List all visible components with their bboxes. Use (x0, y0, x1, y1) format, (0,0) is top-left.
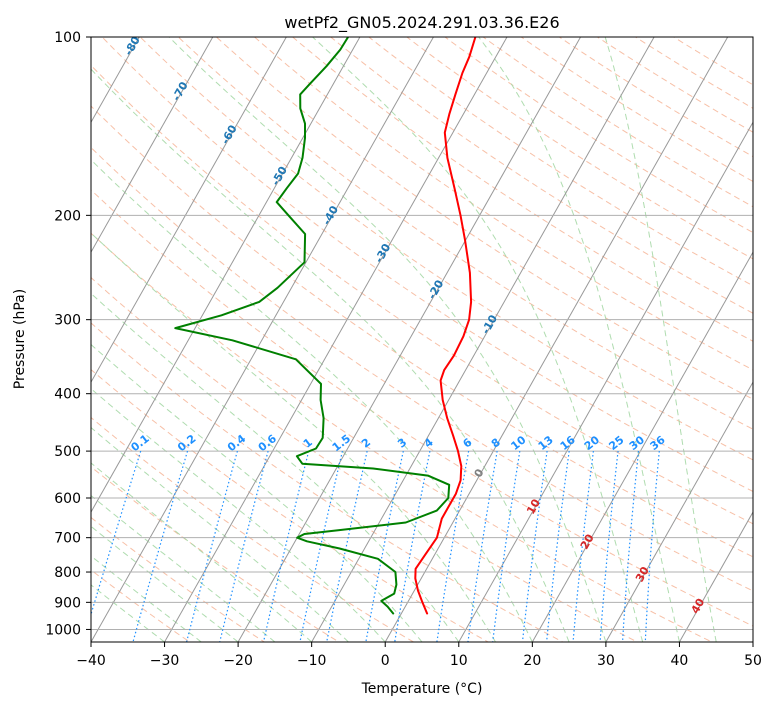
y-tick-label: 300 (54, 313, 81, 329)
y-tick-label: 200 (54, 208, 81, 224)
dry-adiabat (482, 37, 753, 208)
mixing-ratio-lines (91, 450, 660, 642)
plot-area: -100-90-80-70-60-50-40-30-20-10010203040… (91, 37, 753, 642)
dry-adiabat (558, 37, 753, 158)
y-axis-label: Pressure (hPa) (12, 289, 28, 389)
moist-adiabat (91, 292, 460, 642)
x-tick-label: −40 (76, 653, 106, 669)
mixing-ratio-line (467, 451, 498, 642)
dry-adiabat (177, 37, 753, 430)
dry-adiabat (91, 64, 753, 525)
dry-adiabat (139, 37, 753, 461)
isotherm-line (163, 37, 508, 642)
y-tick-label: 600 (54, 491, 81, 507)
dry-adiabats (91, 37, 753, 642)
plot-frame (90, 36, 754, 643)
x-tick-label: 30 (597, 653, 615, 669)
mixing-ratio-line (521, 451, 548, 642)
profile-series (174, 37, 477, 615)
mixing-ratio-line (326, 450, 368, 642)
isotherm-line (678, 511, 753, 642)
y-axis-ticks: 100 200 300 400 500 600 700 800 900 1000 (45, 30, 91, 638)
mixing-ratio-line (219, 450, 269, 642)
isotherm-line (531, 251, 753, 642)
dry-adiabat (368, 37, 753, 287)
moist-adiabat (312, 37, 644, 642)
x-tick-label: 40 (671, 653, 689, 669)
y-tick-label: 500 (54, 444, 81, 460)
moist-adiabat (91, 584, 165, 642)
moist-adiabat (91, 555, 202, 642)
x-tick-label: 20 (523, 653, 541, 669)
x-tick-label: 50 (744, 653, 762, 669)
y-tick-label: 700 (54, 531, 81, 547)
isotherm-line (237, 37, 582, 642)
moist-adiabat (91, 159, 533, 642)
moist-adiabat (604, 37, 717, 642)
mixing-ratio-line (394, 450, 431, 642)
x-axis-label: Temperature (°C) (361, 681, 483, 697)
mixing-ratio-line (91, 450, 142, 617)
dry-adiabat (91, 276, 639, 642)
x-tick-label: 10 (450, 653, 468, 669)
mixing-ratio-line (492, 451, 521, 642)
y-tick-label: 1000 (45, 622, 81, 638)
isotherm-line (91, 37, 214, 254)
dry-adiabat (101, 37, 753, 493)
moist-adiabat (91, 68, 570, 642)
x-tick-label: 0 (381, 653, 390, 669)
mixing-ratio-line (572, 451, 594, 642)
moist-adiabat (91, 343, 423, 642)
isotherm-line (384, 37, 729, 642)
moist-adiabat (91, 426, 349, 642)
x-tick-label: −20 (223, 653, 253, 669)
x-tick-label: −30 (150, 653, 180, 669)
mixing-ratio-line (262, 450, 310, 642)
dewpoint-line (174, 37, 451, 615)
dry-adiabat (91, 232, 713, 642)
moist-adiabat (91, 525, 239, 642)
y-tick-label: 800 (54, 565, 81, 581)
dry-adiabat (91, 146, 753, 592)
mixing-ratio-line (621, 451, 640, 642)
mixing-ratio-line (546, 451, 570, 642)
x-tick-label: −10 (297, 653, 327, 669)
y-tick-label: 900 (54, 595, 81, 611)
isotherm-line (605, 381, 753, 642)
y-tick-label: 400 (54, 387, 81, 403)
mixing-ratio-line (644, 451, 660, 642)
dry-adiabat (444, 37, 753, 234)
y-tick-label: 100 (54, 30, 81, 46)
isotherm-line (91, 37, 361, 514)
isotherms (91, 37, 753, 642)
isotherm-line (311, 37, 655, 642)
moist-adiabat (91, 232, 497, 642)
dry-adiabat (91, 105, 753, 558)
chart-title: wetPf2_GN05.2024.291.03.36.E26 (284, 13, 559, 33)
dry-adiabat (253, 37, 753, 371)
dry-adiabat (91, 189, 753, 627)
mixing-ratio-line (132, 450, 189, 642)
moist-adiabat (168, 37, 607, 642)
x-axis-ticks: −40 −30 −20 −10 0 10 20 30 40 50 (76, 642, 762, 669)
mixing-ratio-line (185, 450, 238, 642)
isotherm-line (458, 121, 753, 642)
isotherm-line (91, 37, 287, 384)
mixing-ratio-line (599, 451, 619, 642)
isotherm-line (91, 37, 435, 642)
mixing-ratio-line (436, 450, 470, 642)
temperature-line (414, 37, 477, 615)
mixing-ratio-line (365, 450, 404, 642)
moist-adiabat (478, 37, 680, 642)
mixing-ratio-line (299, 450, 343, 642)
